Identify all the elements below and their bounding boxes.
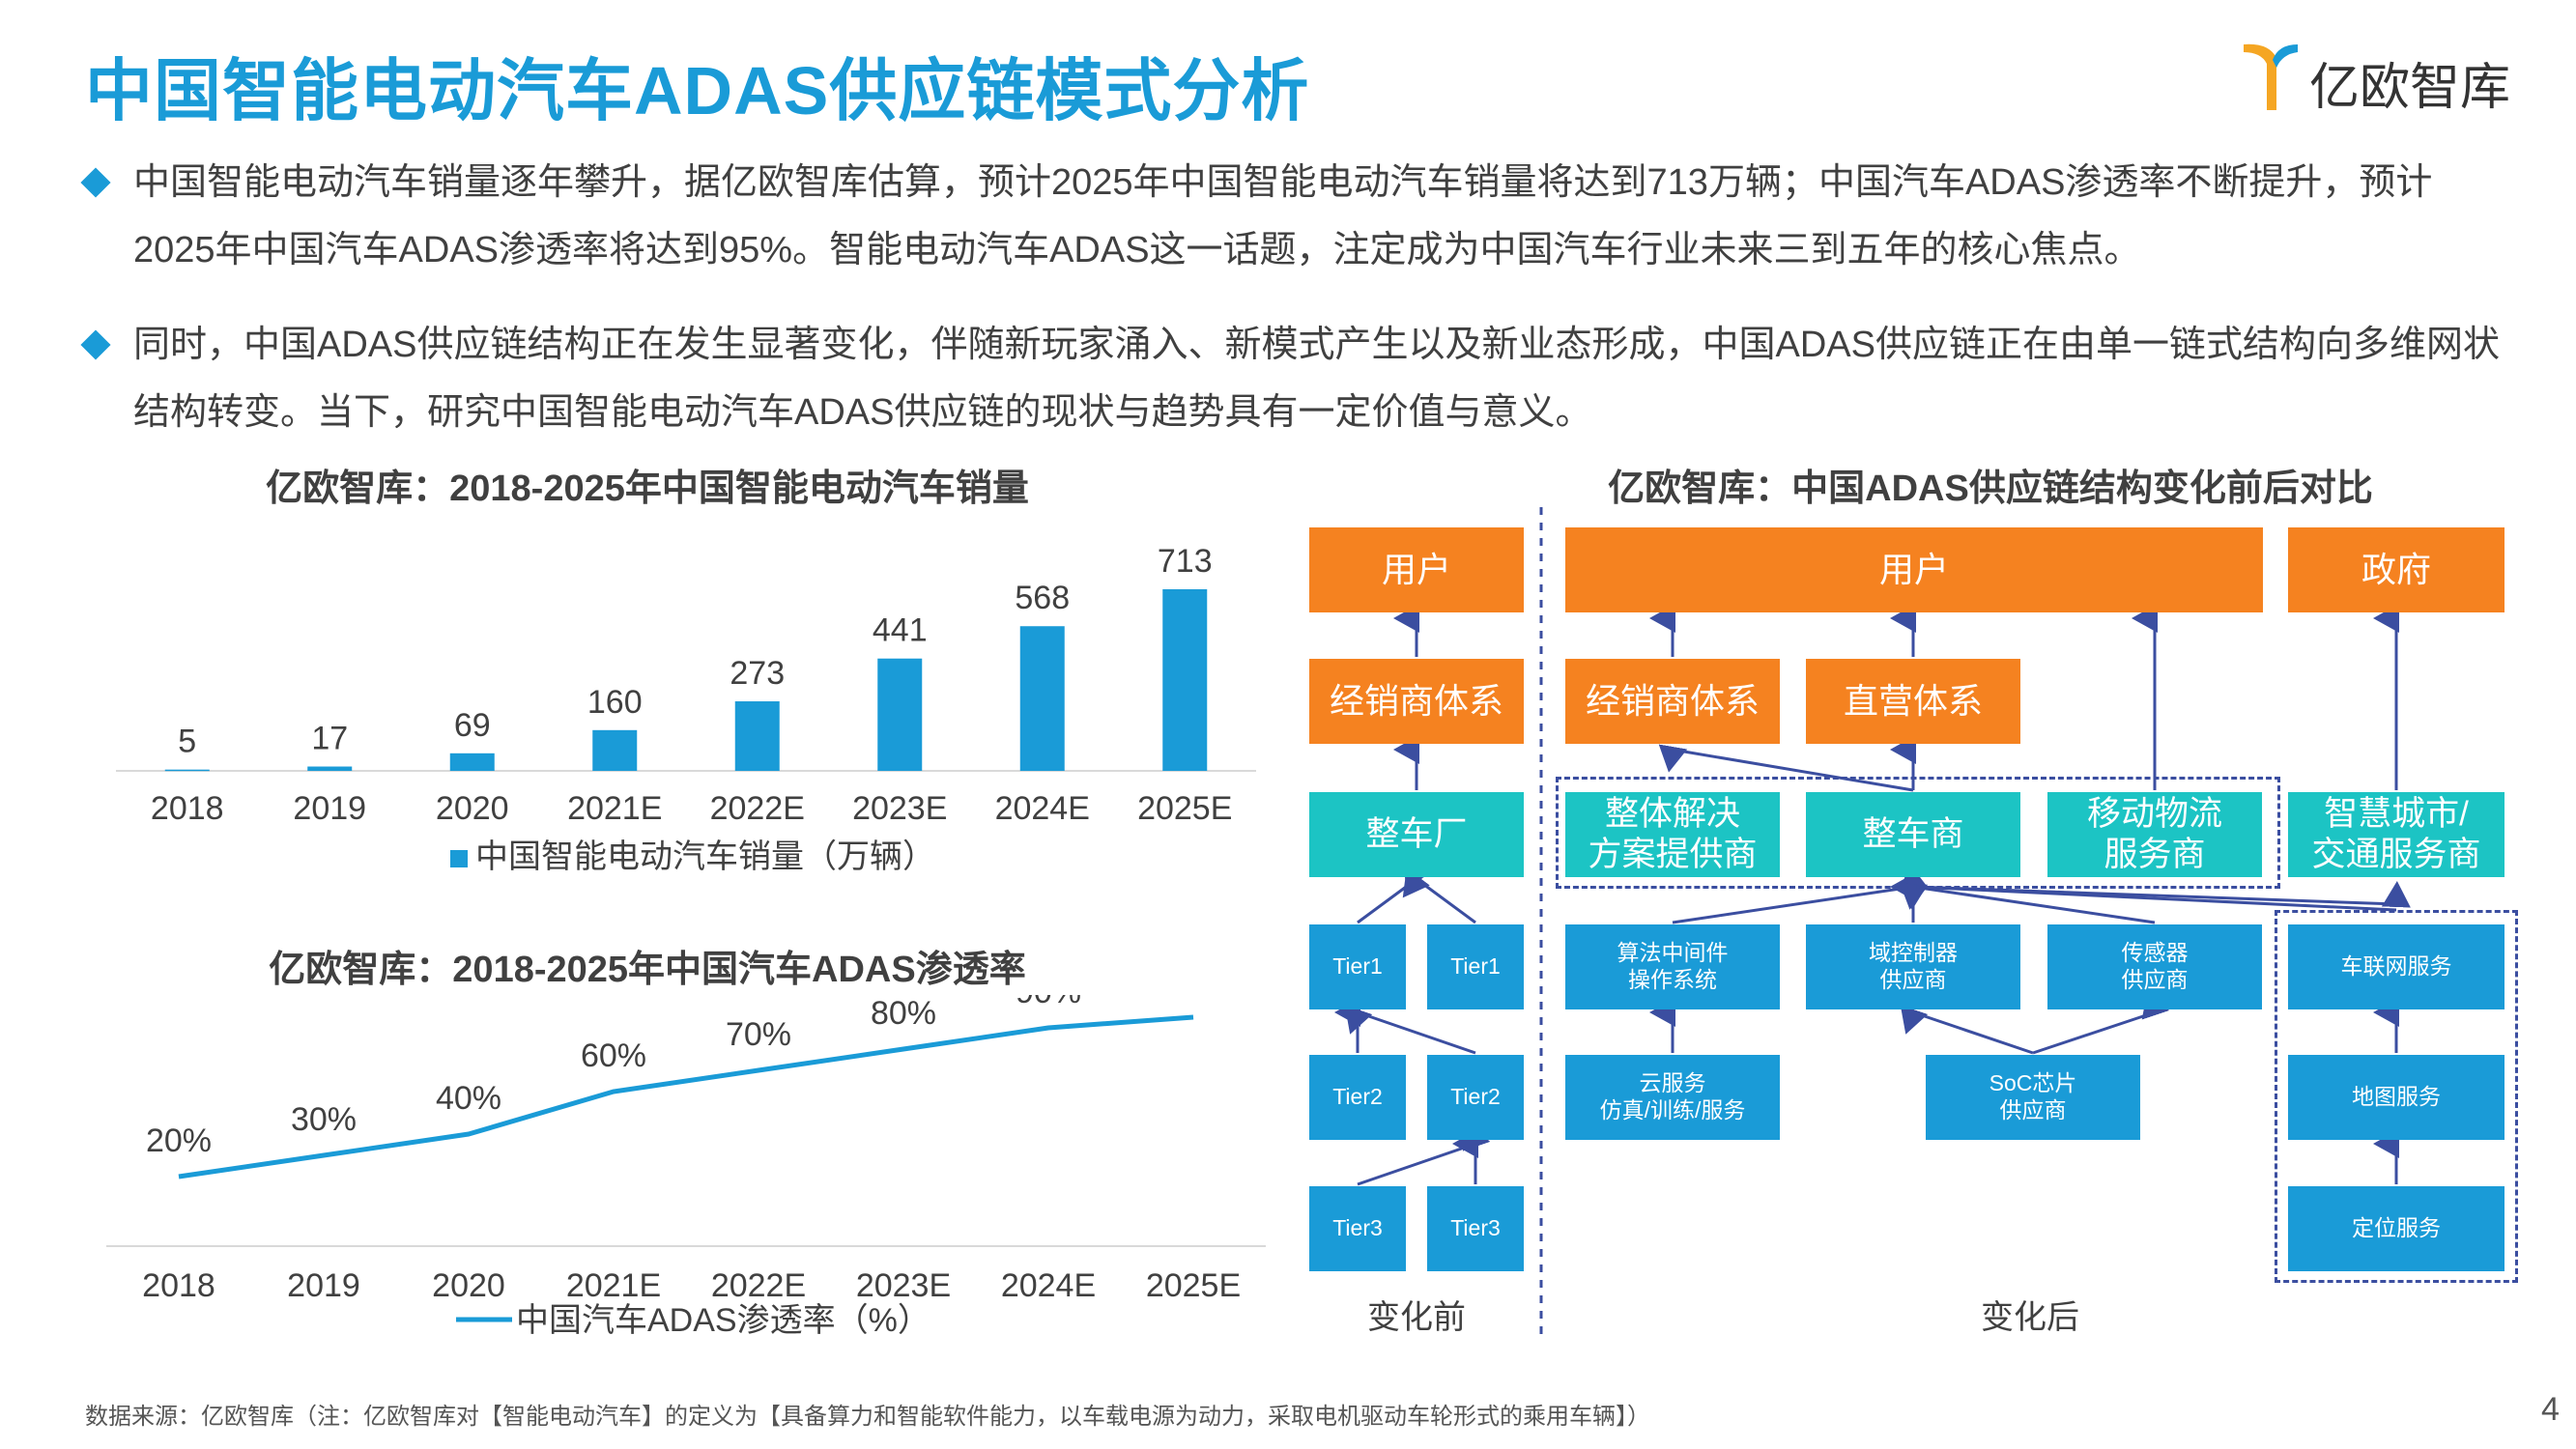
direct-sales-box: 直营体系 xyxy=(1806,659,2020,744)
x-tick-label: 2022E xyxy=(711,1267,806,1304)
diagram-title: 亿欧智库：中国ADAS供应链结构变化前后对比 xyxy=(1608,469,2373,509)
x-tick-label: 2024E xyxy=(995,790,1090,827)
page-title: 中国智能电动汽车ADAS供应链模式分析 xyxy=(85,53,1310,128)
tier-box: Tier3 xyxy=(1309,1186,1406,1271)
after-label: 变化后 xyxy=(1981,1299,2079,1336)
logo: 亿欧智库 xyxy=(2240,39,2520,116)
data-label: 70% xyxy=(726,1016,791,1053)
adas-line-chart: 20% 2018 30% 2019 40% 2020 60% 2021E 70% 2022E 80%… xyxy=(106,995,1266,1339)
middle-tier-group xyxy=(1556,777,2280,889)
location-service-box: 定位服务 xyxy=(2288,1186,2504,1271)
data-label: 30% xyxy=(291,1101,357,1138)
arrow xyxy=(1344,1005,1476,1055)
sensor-box: 传感器 供应商 xyxy=(2047,924,2262,1009)
sales-chart-title: 亿欧智库：2018-2025年中国智能电动汽车销量 xyxy=(266,469,1029,509)
bar xyxy=(1162,589,1208,771)
tier-box: Tier3 xyxy=(1427,1186,1524,1271)
government-box: 政府 xyxy=(2288,527,2504,612)
legend-swatch xyxy=(450,850,468,867)
x-tick-label: 2025E xyxy=(1137,790,1232,827)
x-tick-label: 2022E xyxy=(710,790,805,827)
bar xyxy=(164,769,210,772)
arrow xyxy=(1357,860,1430,924)
after-oem-box: 整车商 xyxy=(1806,792,2020,877)
smart-city-box: 智慧城市/ 交通服务商 xyxy=(2288,792,2504,877)
data-label: 273 xyxy=(730,655,785,692)
data-label: 441 xyxy=(873,612,928,649)
x-tick-label: 2018 xyxy=(151,790,224,827)
x-tick-label: 2021E xyxy=(567,790,662,827)
arrow xyxy=(1899,881,2156,924)
bar xyxy=(734,701,780,771)
data-label: 80% xyxy=(871,995,936,1032)
x-tick-label: 2019 xyxy=(287,1267,360,1304)
x-tick-label: 2024E xyxy=(1001,1267,1096,1304)
data-label: 69 xyxy=(454,707,491,744)
data-label: 60% xyxy=(581,1037,646,1074)
logo-mark-icon xyxy=(2244,43,2298,110)
soc-chip-box: SoC芯片 供应商 xyxy=(1926,1055,2140,1140)
x-tick-label: 2025E xyxy=(1146,1267,1241,1304)
x-tick-label: 2020 xyxy=(432,1267,505,1304)
data-label: 17 xyxy=(311,721,348,757)
before-oem-box: 整车厂 xyxy=(1309,792,1524,877)
x-tick-label: 2023E xyxy=(856,1267,951,1304)
before-label: 变化前 xyxy=(1367,1299,1466,1336)
solution-provider-box: 整体解决 方案提供商 xyxy=(1565,792,1780,877)
data-label: 713 xyxy=(1158,543,1213,580)
bullet-2: 同时，中国ADAS供应链结构正在发生显著变化，伴随新玩家涌入、新模式产生以及新业… xyxy=(80,311,2510,446)
page-number: 4 xyxy=(2541,1391,2560,1428)
legend-label: 中国智能电动汽车销量（万辆） xyxy=(475,838,935,875)
bar xyxy=(877,658,923,771)
bar xyxy=(1019,626,1065,771)
bar xyxy=(307,766,353,771)
x-tick-label: 2019 xyxy=(293,790,366,827)
source-note: 数据来源：亿欧智库（注：亿欧智库对【智能电动汽车】的定义为【具备算力和智能软件能… xyxy=(85,1404,1650,1430)
data-label: 20% xyxy=(146,1122,212,1159)
algorithm-os-box: 算法中间件 操作系统 xyxy=(1565,924,1780,1009)
x-tick-label: 2023E xyxy=(852,790,947,827)
arrow xyxy=(2032,990,2170,1055)
before-user-box: 用户 xyxy=(1309,527,1524,612)
tier-box: Tier1 xyxy=(1309,924,1406,1009)
x-tick-label: 2018 xyxy=(142,1267,215,1304)
bar xyxy=(449,753,495,771)
service-group xyxy=(2275,910,2518,1283)
after-user-box: 用户 xyxy=(1565,527,2263,612)
map-service-box: 地图服务 xyxy=(2288,1055,2504,1140)
data-label: 40% xyxy=(436,1080,501,1117)
iov-service-box: 车联网服务 xyxy=(2288,924,2504,1009)
data-label: 95% xyxy=(1160,995,1226,1000)
bullet-text: 同时，中国ADAS供应链结构正在发生显著变化，伴随新玩家涌入、新模式产生以及新业… xyxy=(133,325,2500,433)
tier-box: Tier2 xyxy=(1427,1055,1524,1140)
data-label: 5 xyxy=(178,724,196,760)
bullet-1: 中国智能电动汽车销量逐年攀升，据亿欧智库估算，预计2025年中国智能电动汽车销量… xyxy=(80,149,2510,284)
arrow xyxy=(1658,744,1914,792)
arrow xyxy=(1357,1122,1491,1186)
before-dealer-box: 经销商体系 xyxy=(1309,659,1524,744)
tier-box: Tier2 xyxy=(1309,1055,1406,1140)
arrow xyxy=(1672,864,1929,924)
arrow xyxy=(1912,881,2411,908)
legend-label: 中国汽车ADAS渗透率（%） xyxy=(516,1302,930,1339)
arrow xyxy=(1900,1005,2034,1055)
data-label: 568 xyxy=(1015,580,1070,616)
series-line xyxy=(178,1014,1194,1179)
domain-controller-box: 域控制器 供应商 xyxy=(1806,924,2020,1009)
x-tick-label: 2020 xyxy=(436,790,509,827)
bullet-text: 中国智能电动汽车销量逐年攀升，据亿欧智库估算，预计2025年中国智能电动汽车销量… xyxy=(133,162,2433,270)
logo-text: 亿欧智库 xyxy=(2309,60,2511,116)
after-dealer-box: 经销商体系 xyxy=(1565,659,1780,744)
data-label: 90% xyxy=(1016,995,1081,1010)
sales-bar-chart: 5 2018 17 2019 69 2020 160 2021E 273 2022E 441 2023… xyxy=(116,543,1256,875)
data-label: 160 xyxy=(587,684,643,721)
x-tick-label: 2021E xyxy=(566,1267,661,1304)
arrow xyxy=(1402,867,1476,924)
tier-box: Tier1 xyxy=(1427,924,1524,1009)
adas-chart-title: 亿欧智库：2018-2025年中国汽车ADAS渗透率 xyxy=(269,950,1026,990)
cloud-service-box: 云服务 仿真/训练/服务 xyxy=(1565,1055,1780,1140)
mobility-service-box: 移动物流 服务商 xyxy=(2047,792,2262,877)
bar xyxy=(592,729,638,771)
